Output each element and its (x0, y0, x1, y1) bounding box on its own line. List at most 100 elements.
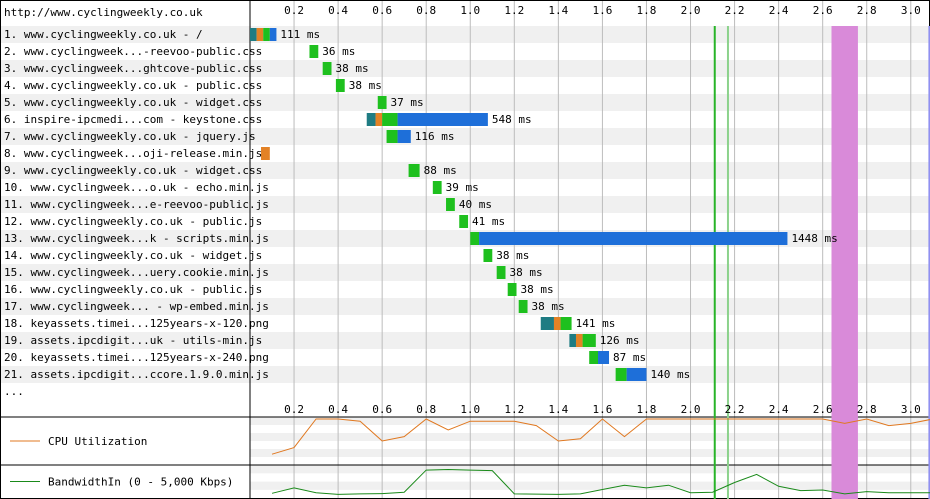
row-stripe (0, 94, 930, 111)
row-stripe (0, 128, 930, 145)
page-url: http://www.cyclingweekly.co.uk (4, 6, 203, 19)
tick-label-bottom: 2.2 (725, 403, 745, 416)
tick-label-bottom: 0.4 (328, 403, 348, 416)
tick-label-top: 1.4 (548, 4, 568, 17)
bar-ttfb (507, 283, 517, 296)
tick-label-bottom: 1.2 (504, 403, 524, 416)
request-label: 17. www.cyclingweek... - wp-embed.min.js (4, 300, 269, 313)
request-label: 4. www.cyclingweekly.co.uk - public.css (4, 79, 262, 92)
tick-label-top: 1.6 (592, 4, 612, 17)
duration-label: 116 ms (415, 130, 455, 143)
bw-stripe (250, 465, 930, 474)
bar-download (626, 368, 647, 381)
tick-label-top: 2.0 (681, 4, 701, 17)
tick-label-bottom: 2.8 (857, 403, 877, 416)
bar-ttfb (382, 113, 398, 126)
row-stripe (0, 26, 930, 43)
duration-label: 39 ms (446, 181, 479, 194)
bandwidth-panel: BandwidthIn (0 - 5,000 Kbps) (10, 469, 930, 495)
request-label: 5. www.cyclingweekly.co.uk - widget.css (4, 96, 262, 109)
tick-label-top: 0.2 (284, 4, 304, 17)
bar-ttfb (386, 130, 398, 143)
bw-series-line (271, 469, 930, 495)
duration-label: 38 ms (496, 249, 529, 262)
bar-download (397, 113, 488, 126)
tick-label-top: 3.0 (901, 4, 921, 17)
tick-label-bottom: 3.0 (901, 403, 921, 416)
row-stripe (0, 366, 930, 383)
duration-label: 38 ms (532, 300, 565, 313)
request-label: 10. www.cyclingweek...o.uk - echo.min.js (4, 181, 269, 194)
request-label: 1. www.cyclingweekly.co.uk - / (4, 28, 203, 41)
row-stripe (0, 196, 930, 213)
bar-ttfb (263, 28, 270, 41)
bar-ttfb (459, 215, 469, 228)
duration-label: 36 ms (322, 45, 355, 58)
request-label: 13. www.cyclingweek...k - scripts.min.js (4, 232, 269, 245)
bar-dns (250, 28, 257, 41)
duration-label: 40 ms (459, 198, 492, 211)
bar-connect (553, 317, 561, 330)
bar-ttfb (322, 62, 332, 75)
cpu-series-line (271, 418, 930, 455)
duration-label: 140 ms (650, 368, 690, 381)
duration-label: 38 ms (510, 266, 543, 279)
tick-label-top: 0.8 (416, 4, 436, 17)
request-label: 15. www.cyclingweek...uery.cookie.min.js (4, 266, 269, 279)
bar-dns (569, 334, 576, 347)
request-label: 3. www.cyclingweek...ghtcove-public.css (4, 62, 262, 75)
row-stripe (0, 264, 930, 281)
cpu-stripe (250, 433, 930, 441)
bar-ttfb (432, 181, 442, 194)
bar-connect (575, 334, 583, 347)
duration-label: 38 ms (521, 283, 554, 296)
request-label: 20. keyassets.timei...125years-x-240.png (4, 351, 269, 364)
tick-label-top: 0.4 (328, 4, 348, 17)
duration-label: 141 ms (576, 317, 616, 330)
bar-download (479, 232, 788, 245)
tick-label-bottom: 2.0 (681, 403, 701, 416)
bar-download (397, 130, 411, 143)
bar-ttfb (408, 164, 420, 177)
bar-ttfb (377, 96, 387, 109)
request-label: 11. www.cyclingweek...e-reevoo-public.js (4, 198, 269, 211)
more-label: ... (4, 385, 24, 398)
bar-ttfb (309, 45, 319, 58)
duration-label: 37 ms (391, 96, 424, 109)
tick-label-top: 0.6 (372, 4, 392, 17)
request-label: 19. assets.ipcdigit...uk - utils-min.js (4, 334, 262, 347)
row-stripe (0, 162, 930, 179)
bar-ttfb (615, 368, 627, 381)
request-label: 16. www.cyclingweekly.co.uk - public.js (4, 283, 262, 296)
cpu-stripe (250, 417, 930, 425)
request-label: 21. assets.ipcdigit...ccore.1.9.0.min.js (4, 368, 269, 381)
labels: 0.2 0.2 0.4 0.4 0.6 0.6 0.8 0.8 1.0 1.0 1.2 1.2 1.4 1… (4, 4, 921, 416)
bar-dns (366, 113, 376, 126)
tick-label-top: 1.8 (637, 4, 657, 17)
bw-title: BandwidthIn (0 - 5,000 Kbps) (48, 476, 233, 489)
request-label: 6. inspire-ipcmedi...com - keystone.css (4, 113, 262, 126)
tick-label-bottom: 1.8 (637, 403, 657, 416)
bar-ttfb (589, 351, 599, 364)
tick-label-top: 2.6 (813, 4, 833, 17)
request-label: 12. www.cyclingweekly.co.uk - public.js (4, 215, 262, 228)
duration-label: 41 ms (472, 215, 505, 228)
row-stripe (0, 332, 930, 349)
bar-ttfb (446, 198, 455, 211)
bar-connect (261, 147, 270, 160)
duration-label: 1448 ms (791, 232, 837, 245)
tick-label-bottom: 0.2 (284, 403, 304, 416)
bar-connect (256, 28, 264, 41)
request-label: 2. www.cyclingweek...-reevoo-public.css (4, 45, 262, 58)
tick-label-bottom: 0.6 (372, 403, 392, 416)
cpu-title: CPU Utilization (48, 435, 147, 448)
tick-label-bottom: 2.4 (769, 403, 789, 416)
row-stripe (0, 60, 930, 77)
bar-ttfb (483, 249, 493, 262)
tick-label-bottom: 1.0 (460, 403, 480, 416)
bar-ttfb (518, 300, 528, 313)
marker-document-complete (928, 26, 930, 499)
duration-label: 111 ms (280, 28, 320, 41)
request-label: 9. www.cyclingweekly.co.uk - widget.css (4, 164, 262, 177)
